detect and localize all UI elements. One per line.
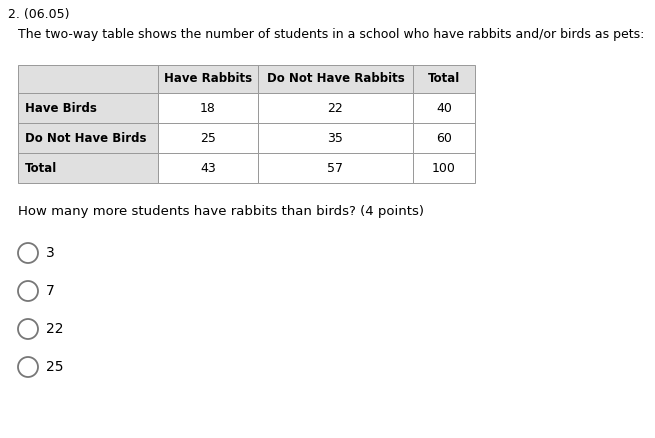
Bar xyxy=(258,153,413,183)
Text: 2. (06.05): 2. (06.05) xyxy=(8,8,69,21)
Text: 25: 25 xyxy=(200,131,216,145)
Text: 40: 40 xyxy=(436,102,452,114)
Bar xyxy=(413,65,475,93)
Bar xyxy=(258,123,413,153)
Bar xyxy=(158,65,258,93)
Text: How many more students have rabbits than birds? (4 points): How many more students have rabbits than… xyxy=(18,205,424,218)
Bar xyxy=(158,93,258,123)
Text: 25: 25 xyxy=(46,360,64,374)
Bar xyxy=(413,153,475,183)
Text: Do Not Have Birds: Do Not Have Birds xyxy=(25,131,147,145)
Text: 7: 7 xyxy=(46,284,55,298)
Text: 22: 22 xyxy=(46,322,64,336)
Text: Have Birds: Have Birds xyxy=(25,102,97,114)
Text: The two-way table shows the number of students in a school who have rabbits and/: The two-way table shows the number of st… xyxy=(18,28,645,41)
Bar xyxy=(258,65,413,93)
Text: Do Not Have Rabbits: Do Not Have Rabbits xyxy=(267,73,404,85)
Bar xyxy=(413,93,475,123)
Text: 60: 60 xyxy=(436,131,452,145)
Text: Total: Total xyxy=(25,162,57,174)
Bar xyxy=(158,123,258,153)
Bar xyxy=(158,153,258,183)
Text: 100: 100 xyxy=(432,162,456,174)
Text: Have Rabbits: Have Rabbits xyxy=(164,73,252,85)
Bar xyxy=(18,153,158,183)
Bar xyxy=(18,65,158,93)
Text: 3: 3 xyxy=(46,246,55,260)
Bar xyxy=(18,93,158,123)
Text: 22: 22 xyxy=(328,102,343,114)
Text: 35: 35 xyxy=(328,131,343,145)
Text: 43: 43 xyxy=(200,162,216,174)
Bar xyxy=(413,123,475,153)
Text: 57: 57 xyxy=(328,162,343,174)
Text: Total: Total xyxy=(428,73,460,85)
Text: 18: 18 xyxy=(200,102,216,114)
Bar xyxy=(258,93,413,123)
Bar xyxy=(18,123,158,153)
